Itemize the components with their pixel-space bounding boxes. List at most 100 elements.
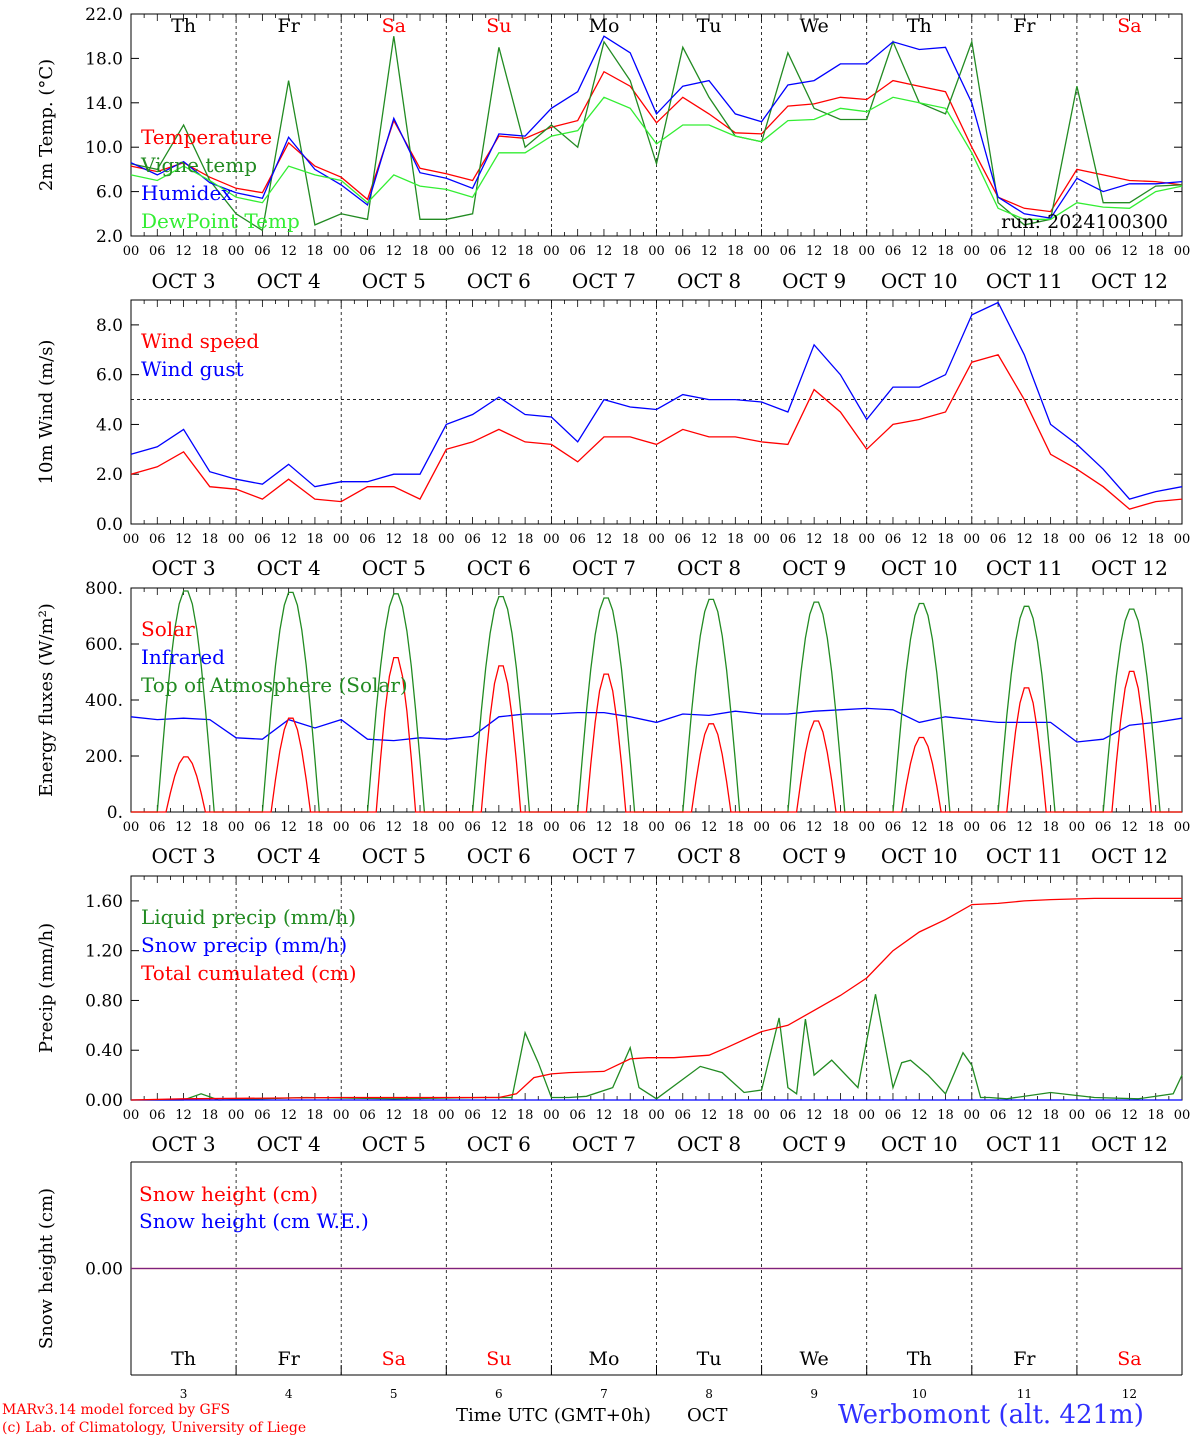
hour-tick-label: 06 (885, 532, 902, 547)
date-label: OCT 12 (1091, 556, 1168, 580)
hour-tick-label: 18 (937, 820, 954, 835)
y-tick-label: 800. (85, 579, 123, 599)
y-tick-label: 6.0 (96, 183, 123, 203)
hour-tick-label: 00 (543, 820, 560, 835)
date-label: OCT 3 (151, 1132, 215, 1156)
date-label: OCT 5 (362, 844, 426, 868)
day-label: Su (486, 15, 511, 37)
hour-tick-label: 06 (675, 532, 692, 547)
hour-tick-label: 00 (228, 532, 245, 547)
date-label: OCT 6 (467, 556, 531, 580)
hour-tick-label: 18 (622, 244, 639, 259)
hour-tick-label: 06 (359, 820, 376, 835)
hour-tick-label: 18 (1042, 1108, 1059, 1123)
y-tick-label: 600. (85, 635, 123, 655)
hour-tick-label: 12 (701, 244, 718, 259)
y-tick-label: 18.0 (85, 49, 123, 69)
hour-tick-label: 12 (280, 820, 297, 835)
hour-tick-label: 00 (964, 244, 981, 259)
legend-entry: Wind gust (141, 357, 244, 381)
date-label: OCT 11 (986, 556, 1063, 580)
hour-tick-label: 12 (806, 532, 823, 547)
wind-series-line (130, 354, 1183, 510)
hour-tick-label: 00 (543, 1108, 560, 1123)
legend-entry: Snow height (cm) (139, 1182, 318, 1206)
date-label: OCT 9 (782, 269, 846, 293)
hour-tick-label: 00 (543, 244, 560, 259)
hour-tick-label: 00 (438, 244, 455, 259)
hour-tick-label: 06 (254, 1108, 271, 1123)
date-label: OCT 11 (986, 1132, 1063, 1156)
y-axis-title: 2m Temp. (°C) (36, 59, 57, 191)
hour-tick-label: 12 (701, 1108, 718, 1123)
hour-tick-label: 06 (675, 820, 692, 835)
temp-series-line (130, 96, 1183, 220)
date-label: OCT 7 (572, 1132, 636, 1156)
hour-tick-label: 00 (438, 820, 455, 835)
day-label: Fr (278, 15, 301, 37)
y-tick-label: 200. (85, 747, 123, 767)
hour-tick-label: 18 (727, 244, 744, 259)
y-tick-label: 0.00 (85, 1260, 123, 1280)
hour-tick-label: 00 (858, 532, 875, 547)
day-label: Mo (588, 15, 619, 37)
date-label: OCT 8 (677, 1132, 741, 1156)
date-label: OCT 8 (677, 556, 741, 580)
date-label: OCT 7 (572, 556, 636, 580)
hour-tick-label: 00 (228, 820, 245, 835)
day-label: Sa (382, 15, 406, 37)
day-number-label: 5 (390, 1387, 398, 1401)
hour-tick-label: 06 (254, 820, 271, 835)
hour-tick-label: 00 (543, 532, 560, 547)
hour-tick-label: 00 (964, 532, 981, 547)
hour-tick-label: 00 (1174, 244, 1191, 259)
hour-tick-label: 12 (491, 532, 508, 547)
legend-entry: Humidex (141, 181, 233, 205)
station-label: Werbomont (alt. 421m) (838, 1400, 1144, 1430)
hour-tick-label: 00 (1069, 244, 1086, 259)
hour-tick-label: 12 (385, 1108, 402, 1123)
y-tick-label: 2.0 (96, 465, 123, 485)
x-axis-title: Time UTC (GMT+0h) (456, 1405, 651, 1426)
legend-entry: Snow precip (mm/h) (141, 933, 347, 957)
hour-tick-label: 12 (175, 820, 192, 835)
hour-tick-label: 06 (464, 1108, 481, 1123)
date-label: OCT 6 (467, 269, 531, 293)
hour-tick-label: 18 (1147, 532, 1164, 547)
day-label: We (800, 15, 829, 37)
day-label: Sa (1117, 15, 1141, 37)
date-label: OCT 8 (677, 844, 741, 868)
hour-tick-label: 00 (753, 244, 770, 259)
day-label: Th (907, 15, 932, 37)
hour-tick-label: 06 (254, 532, 271, 547)
hour-tick-label: 12 (175, 532, 192, 547)
day-label: Mo (588, 1348, 619, 1370)
hour-tick-label: 12 (175, 1108, 192, 1123)
date-label: OCT 12 (1091, 269, 1168, 293)
date-label: OCT 10 (881, 556, 958, 580)
legend-entry: Snow height (cm W.E.) (139, 1209, 369, 1233)
y-tick-label: 400. (85, 691, 123, 711)
legend-entry: Vigne temp (140, 153, 257, 177)
hour-tick-label: 12 (596, 244, 613, 259)
day-number-label: 11 (1017, 1387, 1032, 1401)
hour-tick-label: 06 (254, 244, 271, 259)
lab-credit: (c) Lab. of Climatology, University of L… (2, 1420, 307, 1436)
day-number-label: 9 (810, 1387, 818, 1401)
hour-tick-label: 12 (385, 532, 402, 547)
hour-tick-label: 06 (885, 820, 902, 835)
hour-tick-label: 18 (202, 1108, 219, 1123)
date-label: OCT 6 (467, 844, 531, 868)
hour-tick-label: 00 (648, 1108, 665, 1123)
hour-tick-label: 06 (464, 244, 481, 259)
hour-tick-label: 06 (675, 244, 692, 259)
y-axis-title: Energy fluxes (W/m²) (36, 603, 57, 797)
y-tick-label: 0.40 (85, 1041, 123, 1061)
hour-tick-label: 06 (464, 532, 481, 547)
date-label: OCT 3 (151, 844, 215, 868)
y-axis-title: Snow height (cm) (36, 1188, 57, 1349)
hour-tick-label: 18 (622, 820, 639, 835)
hour-tick-label: 18 (727, 532, 744, 547)
hour-tick-label: 18 (622, 532, 639, 547)
hour-tick-label: 00 (753, 1108, 770, 1123)
